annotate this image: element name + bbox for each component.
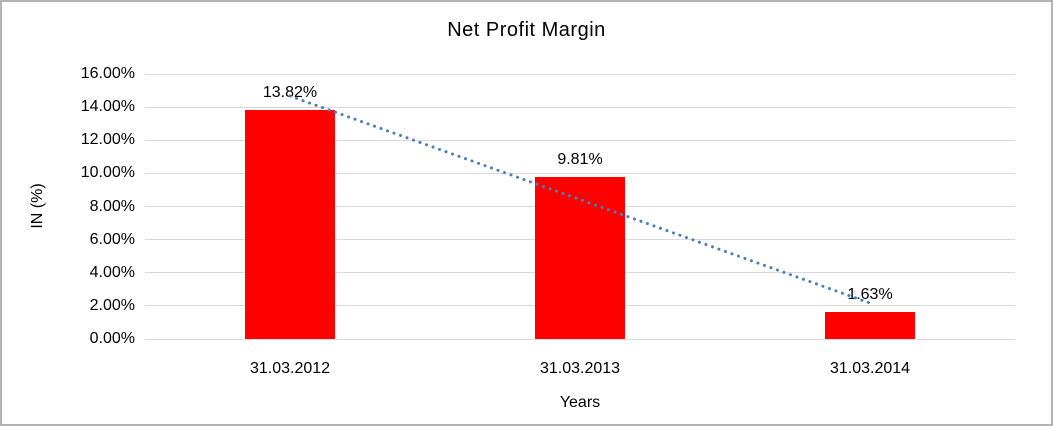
y-axis-tick-label: 0.00% xyxy=(89,330,135,347)
y-axis-tick-label: 12.00% xyxy=(80,131,135,149)
y-axis-tick-label: 4.00% xyxy=(89,263,135,281)
x-axis-tick-label: 31.03.2013 xyxy=(539,360,621,377)
bar-31-03-2013 xyxy=(535,176,625,339)
y-axis-tick-label: 14.00% xyxy=(80,98,135,116)
bar-31-03-2012 xyxy=(245,110,335,339)
gridline xyxy=(145,73,1015,75)
y-axis-tick-label: 6.00% xyxy=(89,230,135,248)
x-axis-tick-label: 31.03.2014 xyxy=(829,360,911,377)
bar-value-label: 9.81% xyxy=(557,150,603,168)
chart-title: Net Profit Margin xyxy=(447,19,606,41)
y-axis-tick-label: 10.00% xyxy=(80,164,135,182)
trendline xyxy=(288,94,872,305)
y-axis-tick-label: 2.00% xyxy=(89,296,135,314)
y-axis-tick-label: 16.00% xyxy=(80,65,135,82)
plot-area: 13.82% 9.81% 1.63% xyxy=(145,73,1015,340)
gridline xyxy=(145,172,1015,174)
gridline xyxy=(145,106,1015,108)
trendline-layer xyxy=(288,94,872,305)
x-axis-tick-label: 31.03.2012 xyxy=(249,360,331,377)
x-axis-title: Years xyxy=(559,394,601,411)
gridline xyxy=(145,139,1015,141)
gridline xyxy=(145,338,1015,340)
bar-31-03-2014 xyxy=(825,312,915,339)
bar-value-label: 13.82% xyxy=(262,84,318,102)
y-axis-tick-label: 8.00% xyxy=(89,197,135,215)
bar-value-label: 1.63% xyxy=(847,286,893,303)
